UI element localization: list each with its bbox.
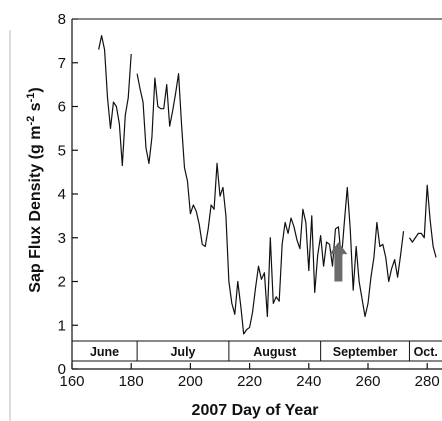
sap-flux-line-segment-2 (136, 73, 405, 335)
y-tick-label-7: 7 (58, 55, 66, 72)
y-tick-label-3: 3 (58, 230, 66, 247)
y-axis-label: Sap Flux Density (g m-2 s-1) (25, 87, 44, 292)
x-tick-label-1: 180 (119, 373, 144, 390)
month-band: June July August September Oct. (72, 340, 442, 362)
month-label-august: August (253, 345, 297, 359)
x-axis-label: 2007 Day of Year (192, 402, 319, 419)
y-tick-label-8: 8 (58, 11, 66, 28)
x-tick-label-5: 260 (355, 373, 380, 390)
sap-flux-line-segment-3 (408, 184, 437, 258)
x-tick-label-0: 160 (59, 373, 84, 390)
month-label-june: June (90, 345, 119, 359)
data-series (98, 35, 437, 335)
y-tick-label-2: 2 (58, 274, 66, 291)
x-tick-label-6: 280 (415, 373, 440, 390)
x-tick-label-2: 200 (178, 373, 203, 390)
y-tick-label-0: 0 (58, 361, 66, 378)
month-label-july: July (170, 345, 195, 359)
annotation-layer (329, 242, 348, 282)
axis-ticks: 0 1 2 3 4 5 6 7 8 160 180 200 220 240 260 280 (58, 11, 440, 390)
sap-flux-line-segment-1 (98, 35, 132, 167)
y-tick-label-1: 1 (58, 317, 66, 334)
x-tick-label-4: 240 (296, 373, 321, 390)
up-arrow-icon (329, 242, 348, 282)
y-tick-label-5: 5 (58, 142, 66, 159)
x-tick-label-3: 220 (237, 373, 262, 390)
y-tick-label-6: 6 (58, 99, 66, 116)
month-label-oct: Oct. (414, 345, 438, 359)
month-label-september: September (333, 345, 398, 359)
y-tick-label-4: 4 (58, 186, 66, 203)
